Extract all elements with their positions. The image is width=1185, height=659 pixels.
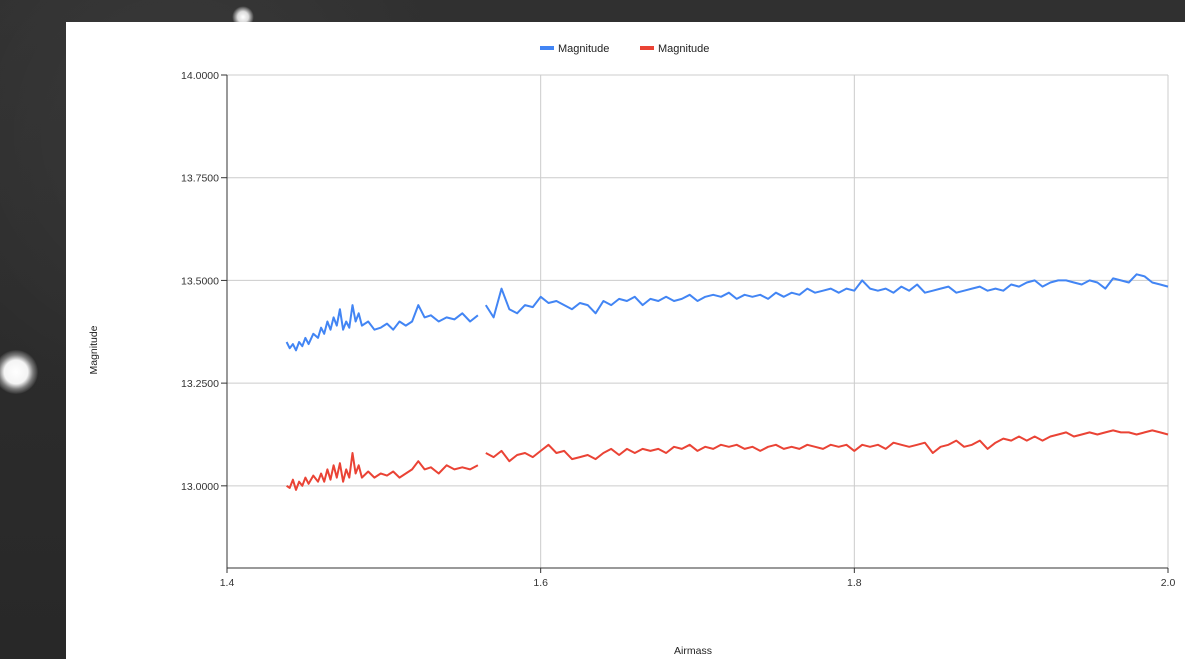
chart-panel: Magnitude Magnitude 14.0000 13.7500 13.500… xyxy=(66,22,1185,659)
background-star xyxy=(0,350,38,394)
x-tick-label: 1.8 xyxy=(847,577,862,589)
series-1-line-segment-2 xyxy=(484,273,1169,319)
y-tick-label: 13.7500 xyxy=(181,173,219,185)
legend-label-red: Magnitude xyxy=(658,43,709,55)
y-tick-label: 14.0000 xyxy=(181,70,219,82)
axes xyxy=(221,74,1169,573)
legend-item-blue[interactable]: Magnitude xyxy=(540,43,609,55)
legend-swatch-blue xyxy=(540,46,554,50)
x-tick-label: 2.0 xyxy=(1161,577,1176,589)
y-tick-label: 13.0000 xyxy=(181,481,219,493)
legend-label-blue: Magnitude xyxy=(558,43,609,55)
y-axis-title: Magnitude xyxy=(88,325,100,374)
gridlines xyxy=(227,74,1169,568)
x-axis-title: Airmass xyxy=(674,645,712,657)
chart-svg: Magnitude Magnitude 14.0000 13.7500 13.500… xyxy=(88,43,1175,657)
series-1-line-segment-1 xyxy=(285,304,479,352)
x-tick-label: 1.4 xyxy=(220,577,235,589)
series-2-line-segment-2 xyxy=(485,429,1169,463)
series-lines xyxy=(285,273,1169,491)
x-tick-label: 1.6 xyxy=(533,577,548,589)
y-tick-label: 13.5000 xyxy=(181,275,219,287)
series-2-line-segment-1 xyxy=(286,452,479,491)
legend-item-red[interactable]: Magnitude xyxy=(640,43,709,55)
legend: Magnitude Magnitude xyxy=(540,43,709,55)
tick-labels: 14.0000 13.7500 13.5000 13.2500 13.0000 1.4 1.… xyxy=(181,70,1175,589)
y-tick-label: 13.2500 xyxy=(181,378,219,390)
legend-swatch-red xyxy=(640,46,654,50)
